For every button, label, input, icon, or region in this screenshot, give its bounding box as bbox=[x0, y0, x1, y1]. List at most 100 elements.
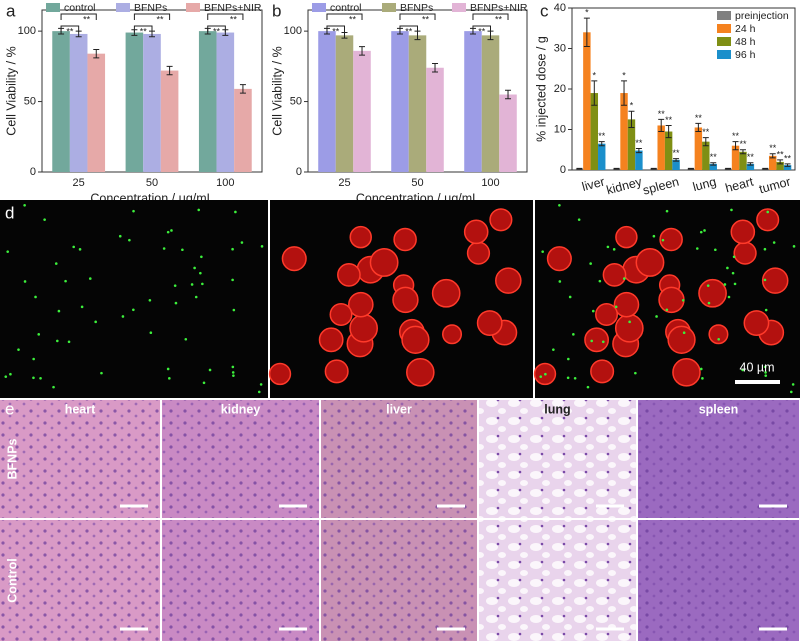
bar bbox=[198, 31, 217, 173]
particle bbox=[681, 298, 685, 302]
error-bar bbox=[739, 149, 746, 155]
bar bbox=[627, 119, 636, 170]
bar bbox=[234, 88, 252, 172]
significance: ** bbox=[695, 113, 703, 123]
x-tick-label: kidney bbox=[605, 174, 644, 197]
nucleus bbox=[733, 241, 757, 265]
bar bbox=[746, 163, 755, 170]
particle bbox=[43, 218, 46, 221]
particle bbox=[763, 278, 767, 282]
particle bbox=[623, 277, 626, 280]
particle bbox=[260, 245, 264, 248]
particle bbox=[193, 266, 196, 270]
significance: ** bbox=[83, 14, 91, 24]
x-tick-label: 25 bbox=[73, 177, 85, 189]
particle bbox=[94, 320, 97, 324]
y-tick-label: 10 bbox=[554, 123, 566, 135]
bracket bbox=[133, 25, 153, 32]
bar bbox=[635, 150, 643, 170]
particle bbox=[764, 371, 767, 374]
bar bbox=[464, 31, 482, 173]
bracket bbox=[399, 13, 436, 20]
particle bbox=[601, 340, 605, 344]
bar bbox=[391, 31, 409, 173]
y-tick-label: 30 bbox=[554, 42, 566, 54]
x-tick-label: spleen bbox=[641, 175, 680, 198]
nucleus bbox=[614, 313, 644, 343]
bar bbox=[69, 33, 88, 172]
nucleus bbox=[495, 267, 522, 294]
legend-swatch bbox=[452, 3, 466, 12]
nucleus bbox=[489, 208, 513, 232]
tissue-texture bbox=[638, 520, 799, 641]
significance: ** bbox=[635, 138, 643, 148]
significance: ** bbox=[495, 14, 503, 24]
y-tick-label: 100 bbox=[18, 25, 36, 37]
x-tick-label: 100 bbox=[481, 177, 499, 189]
significance: ** bbox=[349, 14, 357, 24]
bar bbox=[583, 32, 591, 170]
nucleus bbox=[476, 310, 503, 336]
particle bbox=[208, 368, 212, 372]
particle bbox=[201, 282, 204, 286]
bar bbox=[143, 33, 161, 172]
particle bbox=[566, 376, 570, 380]
nucleus bbox=[635, 248, 665, 277]
error-bar bbox=[239, 84, 246, 94]
particle bbox=[789, 390, 793, 394]
particle bbox=[37, 333, 41, 336]
nucleus bbox=[615, 225, 638, 249]
tissue-texture bbox=[638, 400, 799, 518]
particle bbox=[197, 208, 201, 212]
bracket bbox=[60, 13, 97, 20]
nucleus bbox=[698, 278, 727, 308]
particle bbox=[665, 308, 669, 312]
bar bbox=[783, 165, 792, 170]
nucleus bbox=[337, 263, 361, 287]
particle bbox=[121, 315, 125, 318]
tissue-texture bbox=[0, 520, 160, 641]
particle bbox=[57, 309, 61, 313]
particle bbox=[763, 247, 767, 251]
nucleus bbox=[595, 302, 619, 326]
legend-label: BFNPs bbox=[400, 2, 433, 14]
x-tick-label: lung bbox=[691, 175, 717, 195]
particle bbox=[174, 301, 178, 305]
x-tick-label: 100 bbox=[216, 177, 234, 189]
significance: ** bbox=[140, 26, 148, 36]
histology-panel: heart kidney liver lung spleen BFNPs Control e bbox=[0, 399, 799, 641]
particle bbox=[32, 376, 35, 380]
nucleus bbox=[324, 359, 349, 384]
nucleus bbox=[659, 227, 683, 252]
bracket bbox=[399, 25, 418, 32]
y-axis-label: Cell Viability / % bbox=[270, 46, 284, 135]
error-bar bbox=[598, 141, 605, 147]
particle bbox=[733, 282, 737, 286]
error-bar bbox=[673, 158, 680, 162]
y-tick-label: 0 bbox=[560, 164, 566, 176]
error-bar bbox=[769, 153, 776, 159]
particle bbox=[17, 348, 20, 351]
error-bar bbox=[665, 124, 672, 139]
particle bbox=[614, 305, 618, 309]
significance: ** bbox=[422, 14, 430, 24]
panel-label: d bbox=[5, 203, 14, 222]
bar bbox=[768, 155, 777, 170]
legend-swatch bbox=[717, 24, 731, 33]
bar bbox=[620, 93, 628, 170]
significance: ** bbox=[710, 152, 718, 162]
bar bbox=[709, 163, 717, 170]
bar bbox=[125, 32, 144, 173]
histology-image bbox=[479, 400, 636, 518]
particle bbox=[231, 365, 235, 369]
particle bbox=[231, 278, 234, 282]
x-tick-label: 25 bbox=[338, 177, 350, 189]
significance: ** bbox=[665, 115, 673, 125]
particle bbox=[699, 230, 703, 234]
particle bbox=[199, 271, 202, 275]
organ-label: spleen bbox=[699, 402, 739, 416]
y-tick-label: 50 bbox=[24, 95, 36, 107]
bar bbox=[216, 32, 235, 173]
particle bbox=[598, 279, 602, 283]
particle bbox=[54, 262, 58, 265]
